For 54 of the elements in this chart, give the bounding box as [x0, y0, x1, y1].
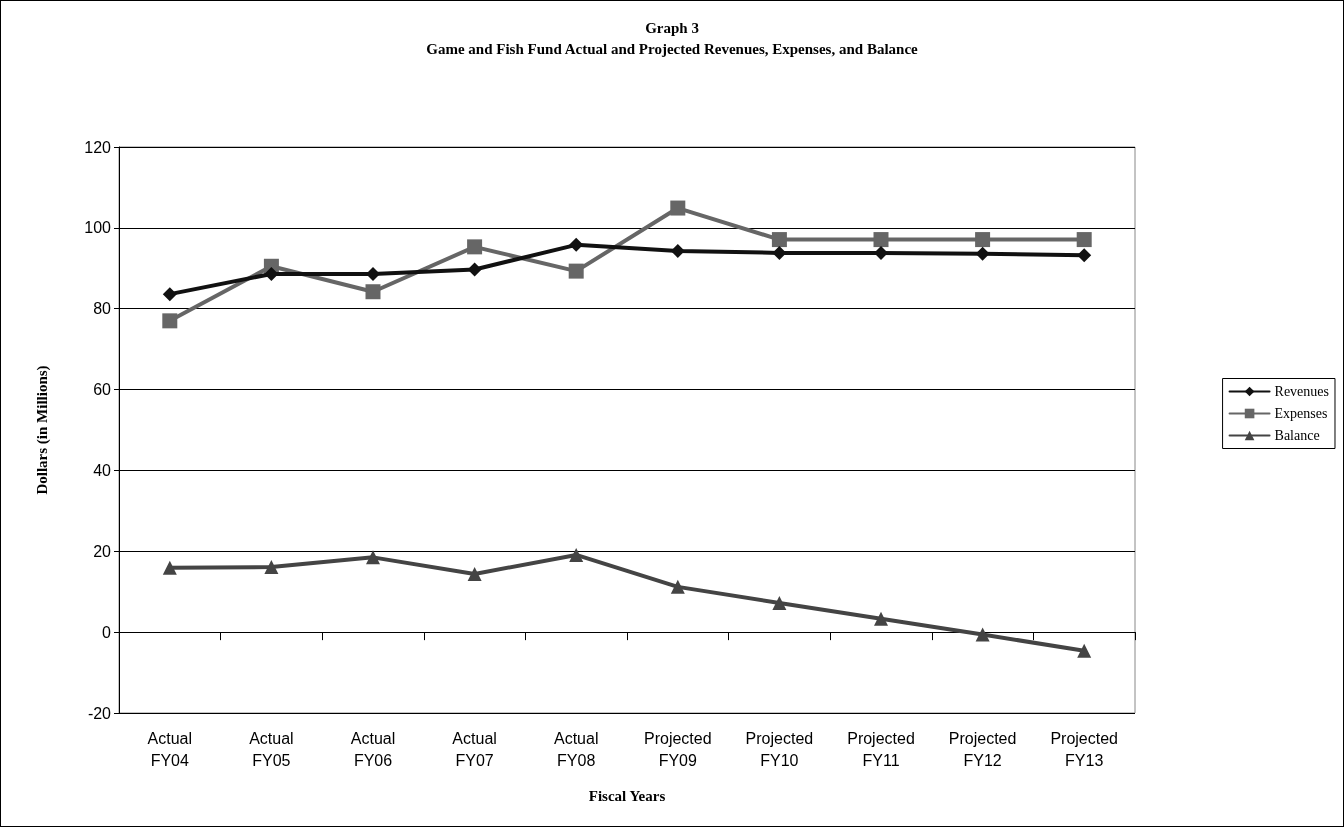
point — [975, 627, 990, 642]
point — [365, 284, 381, 300]
point — [771, 232, 787, 248]
x-tick-label: Actual FY08 — [553, 729, 599, 769]
point — [162, 313, 178, 329]
point — [467, 239, 483, 255]
y-tick-label: 0 — [102, 623, 112, 641]
point — [467, 566, 482, 581]
chart-title: Graph 3 — [645, 19, 699, 36]
point — [670, 243, 685, 258]
x-tick-label: Actual FY05 — [249, 729, 294, 769]
point — [366, 266, 380, 281]
x-tick-label: Actual FY04 — [147, 729, 193, 769]
legend-label: Expenses — [1274, 406, 1328, 421]
point — [1077, 248, 1092, 263]
point — [569, 237, 584, 252]
point — [568, 263, 584, 279]
point — [1076, 232, 1092, 248]
point — [873, 232, 889, 248]
point — [772, 245, 787, 260]
x-tick-label: Projected FY11 — [847, 729, 915, 769]
point — [772, 596, 787, 611]
point — [366, 550, 380, 565]
chart-subtitle: Game and Fish Fund Actual and Projected Revenues, Expenses, and Balance — [426, 40, 919, 57]
point — [1077, 643, 1092, 658]
y-tick-label: 60 — [93, 381, 112, 399]
point — [975, 246, 990, 261]
point — [670, 579, 685, 594]
x-tick-label: Projected FY10 — [745, 729, 814, 769]
x-tick-label: Projected FY13 — [1050, 729, 1118, 769]
y-axis-title: Dollars (in Millions) — [33, 365, 51, 495]
point — [874, 245, 888, 260]
y-tick-label: 80 — [93, 300, 112, 318]
point — [162, 287, 177, 302]
x-tick-label: Actual FY07 — [452, 729, 497, 769]
x-tick-label: Projected FY09 — [644, 729, 712, 769]
y-tick-label: 20 — [93, 542, 112, 560]
x-tick-label: Projected FY12 — [948, 729, 1017, 769]
point — [874, 611, 888, 626]
y-tick-label: 100 — [84, 219, 112, 237]
point — [569, 547, 584, 562]
x-axis-title: Fiscal Years — [588, 787, 666, 804]
legend-label: Revenues — [1274, 384, 1330, 399]
y-tick-label: 120 — [84, 138, 112, 156]
y-tick-label: 40 — [93, 461, 112, 479]
point — [975, 232, 991, 248]
point — [264, 266, 279, 281]
point — [467, 262, 482, 277]
point — [162, 560, 177, 575]
y-tick-label: -20 — [87, 704, 112, 722]
point — [264, 560, 279, 575]
x-tick-label: Actual FY06 — [350, 729, 396, 769]
point — [670, 200, 686, 216]
legend-label: Balance — [1274, 428, 1320, 443]
